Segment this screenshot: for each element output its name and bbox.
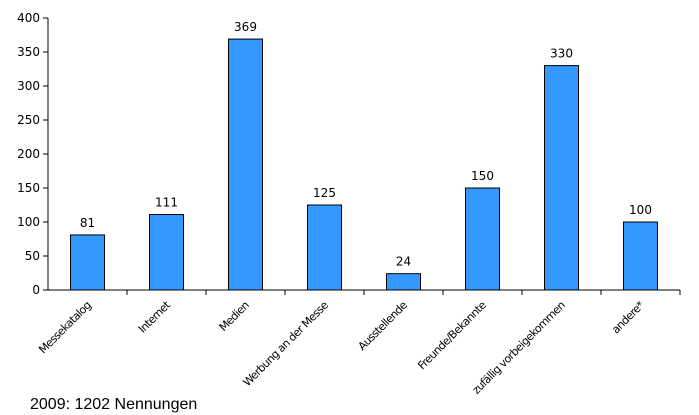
- category-label: Werbung an der Messe: [241, 298, 332, 389]
- y-tick-label: 350: [17, 45, 40, 59]
- data-label: 111: [155, 196, 178, 210]
- y-tick-label: 100: [17, 215, 40, 229]
- category-label: Ausstellende: [356, 298, 411, 353]
- bar: [228, 38, 263, 291]
- data-label: 330: [550, 47, 573, 61]
- y-tick-label: 300: [17, 79, 40, 93]
- footnote: 2009: 1202 Nennungen: [30, 396, 198, 413]
- x-axis-ticks: [126, 290, 681, 295]
- category-label: Medien: [217, 298, 252, 333]
- bar: [307, 204, 342, 291]
- data-label: 81: [80, 216, 95, 230]
- bar: [386, 273, 421, 291]
- bar: [465, 187, 500, 291]
- y-axis-ticks: 0 50 100 150 200 250 300 350 400: [17, 11, 48, 297]
- y-tick-label: 400: [17, 11, 40, 25]
- bar: [70, 234, 105, 291]
- y-tick-label: 0: [32, 283, 40, 297]
- y-tick-label: 200: [17, 147, 40, 161]
- category-label: Freunde/Bekannte: [415, 298, 489, 372]
- category-label: andere*: [609, 298, 647, 336]
- data-label: 369: [234, 20, 257, 34]
- bar: [623, 221, 658, 291]
- y-tick-label: 150: [17, 181, 40, 195]
- y-tick-label: 50: [25, 249, 40, 263]
- category-label: zufällig vorbeigekommen: [470, 298, 568, 396]
- data-labels: 81 111 369 125 24 150 330 100: [80, 20, 652, 269]
- data-label: 150: [471, 169, 494, 183]
- data-label: 100: [629, 203, 652, 217]
- category-label: Internet: [136, 298, 174, 336]
- y-tick-label: 250: [17, 113, 40, 127]
- data-label: 125: [313, 186, 336, 200]
- data-label: 24: [396, 255, 411, 269]
- category-label: Messekatalog: [36, 299, 93, 356]
- bar: [544, 65, 579, 291]
- bars: [70, 38, 658, 291]
- bar: [149, 214, 184, 291]
